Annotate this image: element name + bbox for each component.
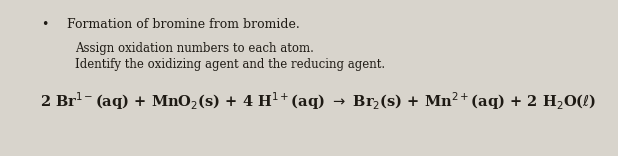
Text: Identify the oxidizing agent and the reducing agent.: Identify the oxidizing agent and the red… <box>75 58 385 71</box>
Text: 2 Br$^{1-}$(aq) + MnO$_2$(s) + 4 H$^{1+}$(aq) $\rightarrow$ Br$_2$(s) + Mn$^{2+}: 2 Br$^{1-}$(aq) + MnO$_2$(s) + 4 H$^{1+}… <box>40 90 596 112</box>
Text: •: • <box>41 18 48 31</box>
Text: Assign oxidation numbers to each atom.: Assign oxidation numbers to each atom. <box>75 42 314 55</box>
Text: Formation of bromine from bromide.: Formation of bromine from bromide. <box>67 18 300 31</box>
